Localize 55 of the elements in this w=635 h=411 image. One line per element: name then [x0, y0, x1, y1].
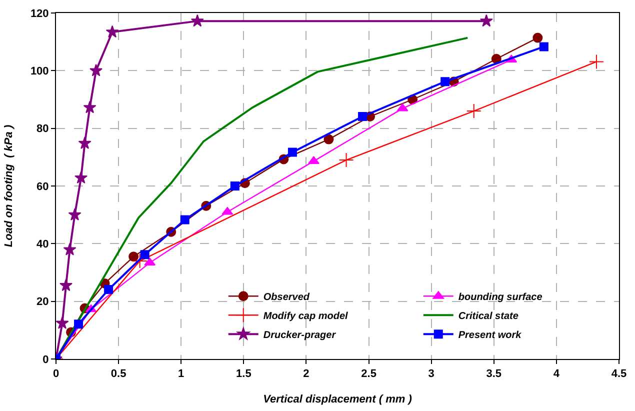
point — [74, 320, 84, 329]
point — [90, 64, 103, 76]
point — [440, 77, 450, 86]
point — [180, 215, 190, 224]
point — [358, 112, 368, 122]
point — [338, 152, 354, 168]
x-tick-label: 0.5 — [110, 368, 126, 380]
y-tick-label: 100 — [30, 66, 49, 78]
point — [491, 54, 502, 64]
point — [78, 136, 92, 149]
point — [63, 242, 76, 256]
x-tick-label: 3 — [428, 368, 434, 380]
legend-label: Drucker-prager — [263, 330, 337, 342]
legend-label: Present work — [458, 330, 522, 342]
point — [480, 14, 493, 27]
y-tick-label: 120 — [30, 8, 49, 20]
point — [132, 253, 148, 268]
legend-label: Observed — [263, 292, 310, 304]
y-tick-label: 20 — [36, 296, 49, 308]
point — [68, 208, 82, 220]
x-tick-label: 0 — [52, 368, 60, 380]
point — [140, 250, 150, 260]
x-axis-title: Vertical displacement ( mm ) — [263, 393, 412, 406]
point — [56, 316, 69, 329]
point — [222, 206, 234, 215]
point — [230, 182, 240, 190]
point — [74, 171, 88, 184]
x-tick-label: 3.5 — [486, 368, 502, 380]
y-axis-title: Load on footing ( kPa ) — [3, 124, 16, 248]
point — [324, 134, 334, 144]
point — [104, 285, 114, 294]
point — [532, 32, 543, 43]
point — [539, 42, 548, 52]
x-tick-label: 1 — [178, 368, 184, 380]
point — [288, 148, 297, 157]
point — [83, 100, 96, 114]
y-tick-label: 80 — [36, 123, 49, 136]
x-tick-label: 2 — [303, 368, 310, 380]
legend-label: Modify cap model — [263, 311, 348, 322]
point — [190, 14, 204, 27]
y-tick-label: 0 — [42, 354, 49, 366]
x-tick-label: 1.5 — [236, 368, 252, 380]
point — [396, 103, 408, 112]
x-tick-label: 4 — [553, 368, 560, 380]
y-tick-label: 40 — [36, 238, 49, 251]
legend-label: bounding surface — [458, 292, 543, 304]
point — [588, 54, 604, 70]
point — [60, 278, 72, 292]
x-tick-label: 4.5 — [611, 368, 627, 380]
y-tick-label: 60 — [36, 180, 49, 193]
point — [466, 104, 482, 119]
point — [128, 252, 139, 262]
x-tick-label: 2.5 — [361, 368, 376, 380]
point — [106, 25, 119, 38]
legend-label: Critical state — [458, 311, 519, 322]
